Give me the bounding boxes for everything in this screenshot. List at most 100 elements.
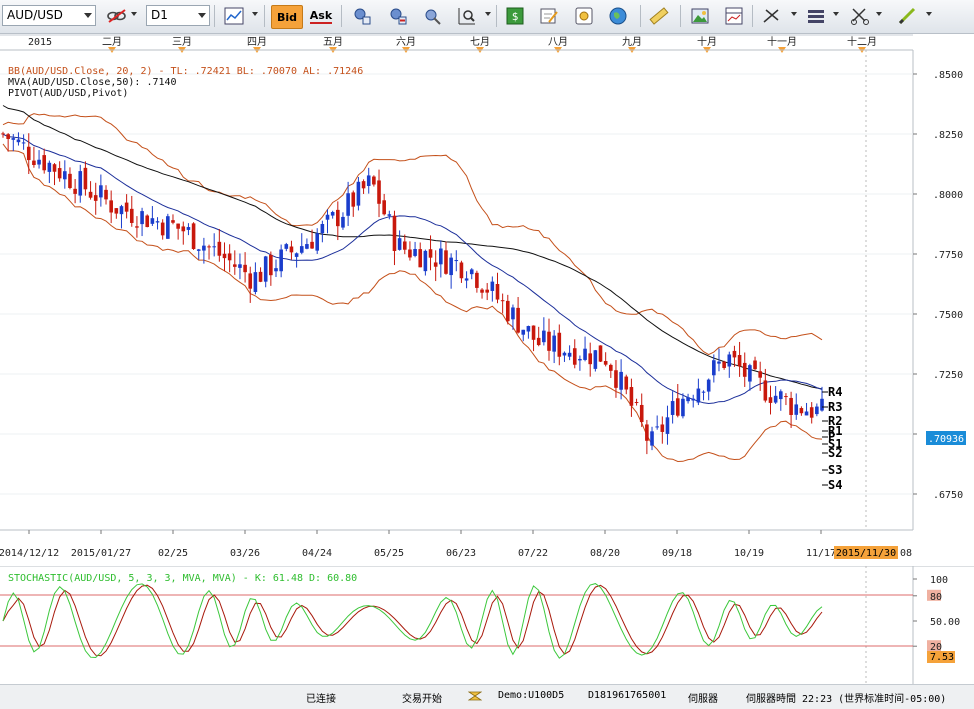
indicator-legend: BB(AUD/USD.Close, 20, 2) - TL: .72421 BL… — [8, 66, 363, 99]
candle-body — [516, 307, 520, 333]
candle-body — [619, 371, 623, 390]
candle-body — [320, 224, 325, 234]
osc-tick-label: 80 — [930, 592, 942, 603]
candle-body — [794, 404, 799, 415]
order-edit-icon[interactable] — [537, 5, 561, 27]
server-time: 伺服器時間 22:23 (世界标准时间-05:00) — [746, 694, 947, 705]
candle-body — [804, 411, 809, 416]
candle-body — [686, 397, 690, 402]
status-bar: 已连接 交易开始 Demo:U100D5 D181961765001 伺服器 伺… — [0, 684, 974, 709]
candle-body — [665, 417, 670, 434]
candle-body — [536, 337, 541, 346]
candle-body — [778, 391, 783, 400]
candle-body — [140, 211, 144, 225]
candle-body — [114, 208, 119, 214]
chart-layout-icon[interactable] — [722, 5, 746, 27]
stoch-value-box — [927, 651, 955, 663]
date-highlight: 2015/11/30 — [836, 548, 896, 559]
symbol-value: AUD/USD — [7, 8, 63, 22]
candle-body — [593, 350, 598, 369]
candle-body — [820, 398, 824, 411]
stochastic-panel[interactable]: STOCHASTIC(AUD/USD, 5, 3, 3, MVA, MVA) -… — [0, 566, 974, 684]
month-label: 十月 — [697, 35, 717, 48]
trade-icon[interactable]: $ — [503, 5, 527, 27]
candle-body — [402, 241, 407, 250]
candle-body — [428, 249, 433, 258]
candle-body — [361, 181, 366, 189]
candle-body — [68, 173, 72, 188]
price-chart[interactable]: 2015 二月 三月 四月 五月 六月 七月 八月 九月 十月 十一月 十二月 .8500 .8250.… — [0, 34, 974, 564]
remove-indicator-icon[interactable] — [386, 5, 410, 27]
chevron-down-icon[interactable] — [791, 12, 797, 16]
last-price-marker: .70936 — [926, 431, 966, 445]
pivot-label: R1 — [828, 424, 842, 438]
pivot-label: S2 — [828, 446, 842, 460]
candle-body — [675, 398, 680, 416]
candle-body — [742, 362, 747, 377]
list-icon[interactable] — [804, 5, 828, 27]
candle-body — [439, 248, 443, 265]
candle-body — [382, 200, 386, 215]
candle-body — [691, 398, 696, 401]
chevron-down-icon[interactable] — [833, 12, 839, 16]
price-tick-label: .6750 — [933, 490, 963, 501]
scissors-icon[interactable] — [848, 5, 872, 27]
candle-body — [567, 352, 572, 357]
date-tick-label: 08 — [900, 548, 912, 559]
candle-body — [753, 360, 757, 370]
candle-body — [336, 209, 340, 227]
candle-body — [78, 171, 83, 196]
ask-button[interactable]: Ask — [306, 5, 336, 27]
zoom-icon[interactable] — [455, 5, 479, 27]
chevron-down-icon — [84, 13, 92, 18]
add-indicator-icon[interactable] — [350, 5, 374, 27]
candle-body — [511, 307, 515, 320]
pen-icon[interactable] — [895, 5, 919, 27]
alert-icon[interactable] — [572, 5, 596, 27]
candle-body — [696, 388, 701, 403]
candle-body — [526, 326, 531, 332]
candle-body — [809, 407, 814, 418]
candle-body — [815, 406, 819, 415]
candle-body — [784, 396, 788, 398]
link-symbol-icon[interactable] — [104, 5, 130, 27]
candle-body — [542, 330, 546, 343]
candle-body — [191, 223, 196, 249]
candle-body — [372, 176, 376, 185]
chevron-down-icon[interactable] — [876, 12, 882, 16]
candle-body — [650, 431, 654, 446]
symbol-select[interactable]: AUD/USD — [2, 5, 96, 26]
candle-body — [155, 221, 160, 223]
candle-body — [217, 241, 222, 256]
candle-body — [21, 142, 26, 144]
chart-type-icon[interactable] — [222, 5, 246, 27]
bid-button[interactable]: Bid — [271, 5, 303, 29]
chevron-down-icon[interactable] — [131, 12, 137, 16]
chevron-down-icon[interactable] — [485, 12, 491, 16]
trading-status: 交易开始 — [402, 694, 442, 705]
candle-body — [397, 238, 402, 250]
pivot-label: R3 — [828, 400, 842, 414]
chevron-down-icon[interactable] — [252, 12, 258, 16]
globe-icon[interactable] — [606, 5, 630, 27]
picture-icon[interactable] — [688, 5, 712, 27]
indicator-settings-icon[interactable] — [420, 5, 444, 27]
level-box — [927, 640, 941, 652]
drawing-tools-icon[interactable] — [760, 5, 784, 27]
date-highlight-box — [834, 546, 898, 559]
ruler-icon[interactable] — [647, 5, 671, 27]
timeframe-select[interactable]: D1 — [146, 5, 210, 26]
ask-label: Ask — [309, 8, 333, 24]
candle-body — [727, 354, 732, 367]
date-tick-label: 2015/01/27 — [71, 548, 131, 559]
date-tick-label: 08/20 — [590, 548, 620, 559]
chevron-down-icon — [198, 13, 206, 18]
candle-body — [732, 350, 737, 358]
chevron-down-icon[interactable] — [926, 12, 932, 16]
pivot-label: P — [828, 430, 835, 444]
candle-body — [99, 185, 103, 198]
candle-body — [464, 278, 469, 281]
candle-body — [387, 214, 392, 216]
candle-body — [351, 192, 356, 207]
candle-body — [789, 397, 793, 415]
